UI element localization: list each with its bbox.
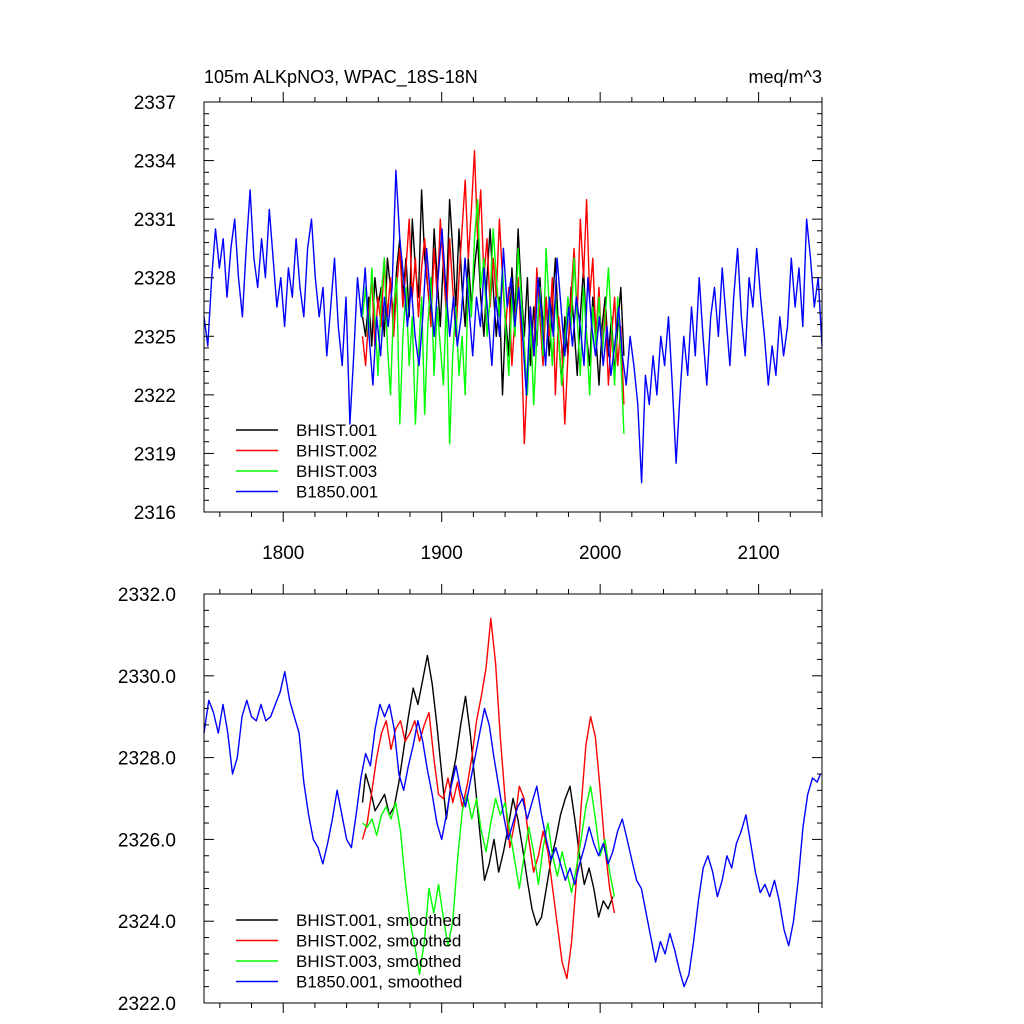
x-tick-label: 1800 [262,543,304,564]
y-tick-label: 2331 [134,210,176,231]
bottom-plot-panel: 2322.0 2324.0 2326.0 2328.0 2330.0 2332.0 BHIS… [118,584,823,1015]
legend-label: BHIST.003, smoothed [296,952,461,971]
series-line-b1850-001 [203,169,823,484]
y-tick-label: 2337 [134,93,176,114]
y-tick-label: 2328.0 [118,749,176,770]
top-plot-panel: 2316 2319 2322 2325 2328 2331 2334 2337 1800 1900… [134,92,823,564]
legend-label: BHIST.003 [296,462,377,481]
y-tick-label: 2322.0 [118,994,176,1015]
series-line-bhist-002 [361,150,625,445]
y-tick-label: 2332.0 [118,585,176,606]
series-line-bhist-001-smoothed [361,654,614,926]
plot-frame [203,593,823,1004]
y-tick-label: 2319 [134,444,176,465]
legend-label: BHIST.002, smoothed [296,932,461,951]
series-line-bhist-003 [361,198,625,445]
x-tick-label: 2100 [737,543,779,564]
y-tick-label: 2316 [134,503,176,524]
legend-label: B1850.001 [296,483,378,502]
series-line-bhist-003-smoothed [362,785,616,976]
legend-label: B1850.001, smoothed [296,973,462,992]
y-tick-label: 2328 [134,269,176,290]
y-tick-label: 2334 [134,152,177,173]
series-line-b1850-001-smoothed [203,671,822,988]
x-tick-label: 2000 [579,543,621,564]
y-tick-label: 2326.0 [118,830,176,851]
legend-label: BHIST.001, smoothed [296,911,461,930]
legend-label: BHIST.001 [296,421,377,440]
chart-units: meq/m^3 [749,67,822,87]
y-tick-label: 2330.0 [118,667,176,688]
y-tick-label: 2322 [134,386,176,407]
series-line-bhist-002-smoothed [361,617,616,980]
legend-label: BHIST.002 [296,442,377,461]
y-tick-label: 2324.0 [118,912,176,933]
x-tick-label: 1900 [421,543,463,564]
chart-title: 105m ALKpNO3, WPAC_18S-18N [204,67,478,88]
plot-frame [203,101,823,513]
y-tick-label: 2325 [134,327,176,348]
